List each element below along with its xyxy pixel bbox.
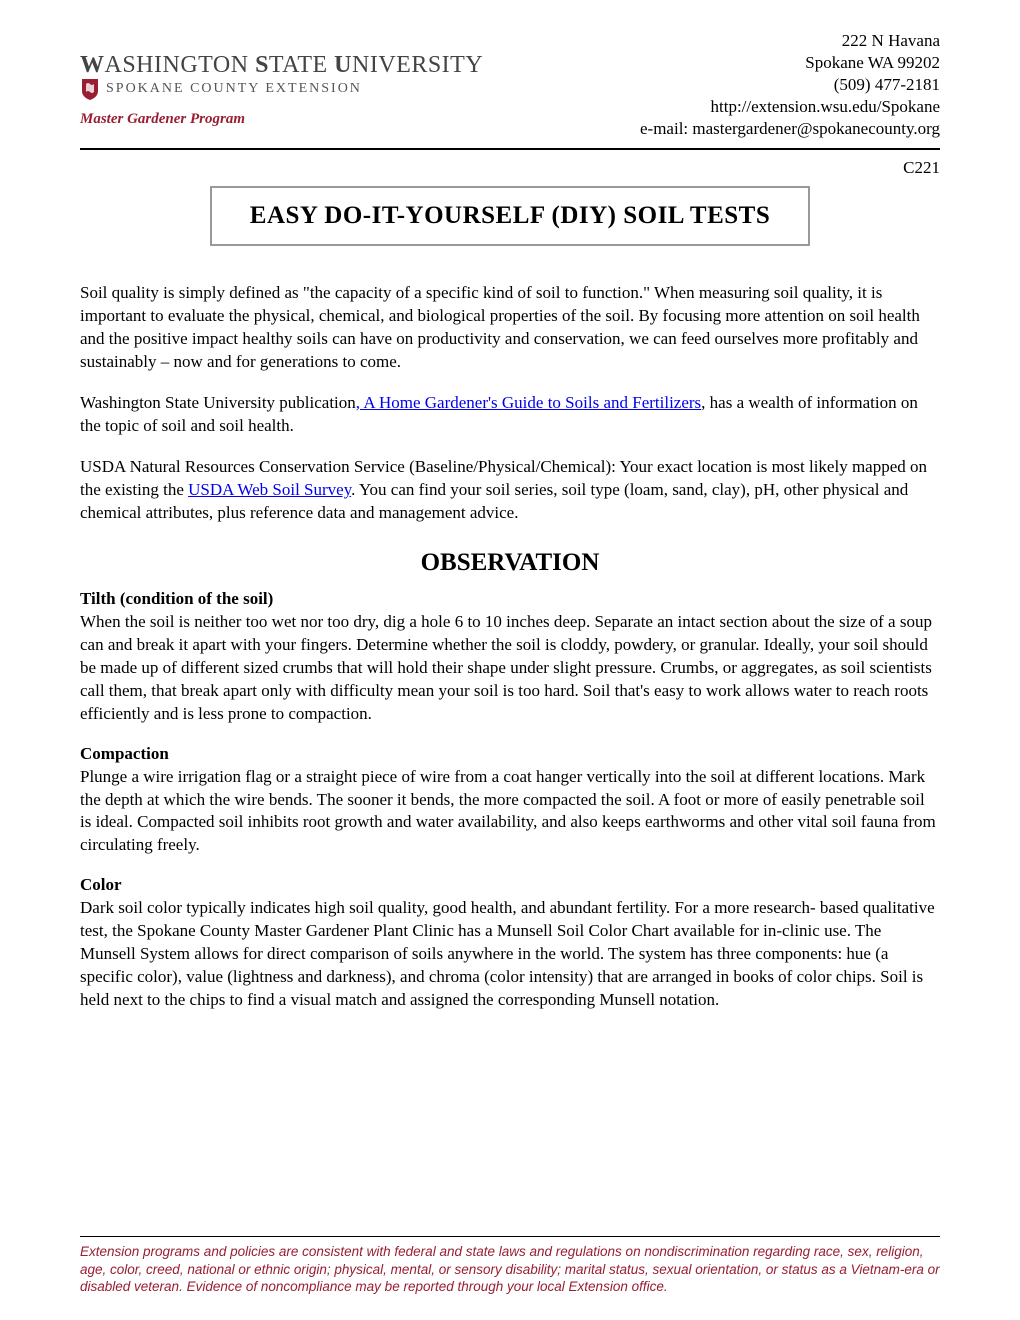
address-line-1: 222 N Havana: [640, 30, 940, 52]
footer: Extension programs and policies are cons…: [80, 1236, 940, 1296]
document-title: EASY DO-IT-YOURSELF (DIY) SOIL TESTS: [222, 202, 798, 230]
color-heading: Color: [80, 875, 940, 895]
phone: (509) 477-2181: [640, 74, 940, 96]
extension-line: SPOKANE COUNTY EXTENSION: [80, 77, 483, 101]
document-code: C221: [80, 158, 940, 178]
logo-block: WASHINGTON STATE UNIVERSITY SPOKANE COUN…: [80, 30, 483, 128]
intro-paragraph-1: Soil quality is simply defined as "the c…: [80, 282, 940, 374]
extension-label: SPOKANE COUNTY EXTENSION: [106, 81, 362, 97]
address-line-2: Spokane WA 99202: [640, 52, 940, 74]
university-name: WASHINGTON STATE UNIVERSITY: [80, 52, 483, 79]
compaction-heading: Compaction: [80, 744, 940, 764]
url: http://extension.wsu.edu/Spokane: [640, 96, 940, 118]
intro-paragraph-3: USDA Natural Resources Conservation Serv…: [80, 456, 940, 525]
footer-rule: [80, 1236, 940, 1237]
letterhead: WASHINGTON STATE UNIVERSITY SPOKANE COUN…: [80, 30, 940, 140]
usda-survey-link[interactable]: USDA Web Soil Survey: [188, 480, 351, 499]
title-box: EASY DO-IT-YOURSELF (DIY) SOIL TESTS: [210, 186, 810, 246]
soils-guide-link[interactable]: , A Home Gardener's Guide to Soils and F…: [356, 393, 701, 412]
program-name: Master Gardener Program: [80, 111, 483, 128]
header-rule: [80, 148, 940, 150]
contact-info: 222 N Havana Spokane WA 99202 (509) 477-…: [640, 30, 940, 140]
intro-paragraph-2: Washington State University publication,…: [80, 392, 940, 438]
shield-icon: [80, 77, 100, 101]
compaction-body: Plunge a wire irrigation flag or a strai…: [80, 766, 940, 858]
observation-heading: OBSERVATION: [80, 549, 940, 577]
tilth-heading: Tilth (condition of the soil): [80, 589, 940, 609]
email: e-mail: mastergardener@spokanecounty.org: [640, 118, 940, 140]
tilth-body: When the soil is neither too wet nor too…: [80, 611, 940, 726]
footer-disclaimer: Extension programs and policies are cons…: [80, 1243, 940, 1296]
color-body: Dark soil color typically indicates high…: [80, 897, 940, 1012]
p2-prefix: Washington State University publication: [80, 393, 356, 412]
